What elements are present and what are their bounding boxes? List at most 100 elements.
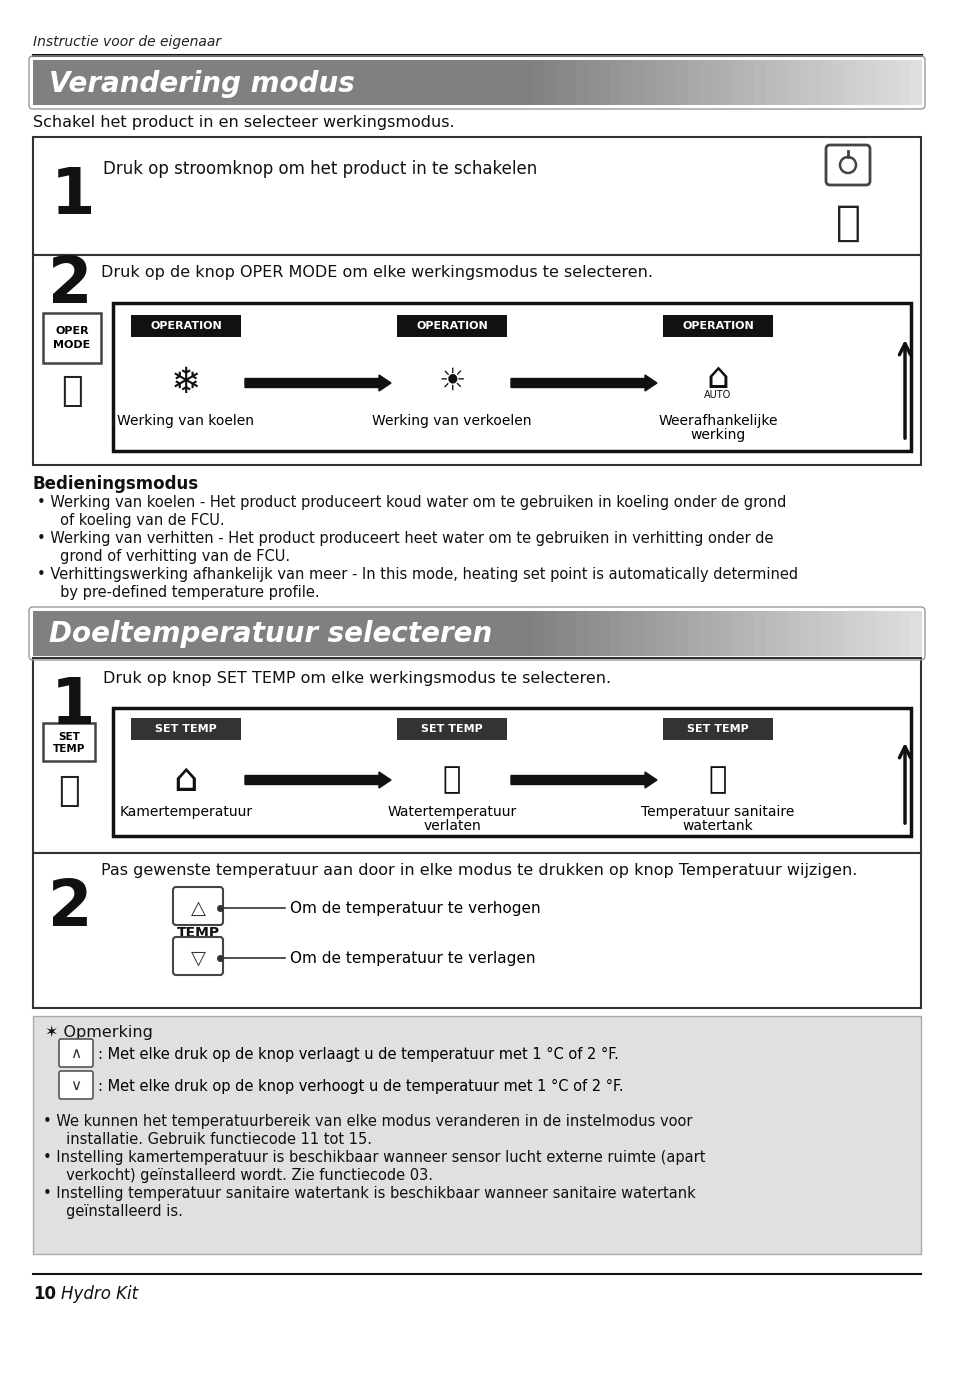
Bar [122, 60, 133, 105]
Text: Hydro Kit: Hydro Kit [61, 1285, 138, 1303]
Bar [554, 60, 566, 105]
Text: ☀: ☀ [437, 367, 465, 395]
Bar [821, 60, 832, 105]
Text: 🌡: 🌡 [442, 766, 460, 795]
Bar [66, 610, 78, 657]
Text: Watertemperatuur: Watertemperatuur [387, 805, 517, 819]
Bar [742, 610, 755, 657]
Text: AUTO: AUTO [703, 391, 731, 400]
Bar [732, 60, 743, 105]
Bar [132, 610, 145, 657]
Bar [33, 137, 920, 255]
Bar [776, 610, 788, 657]
Bar [166, 60, 178, 105]
Bar [510, 610, 522, 657]
Bar [33, 1016, 920, 1254]
Bar [787, 60, 799, 105]
Text: TEMP: TEMP [52, 743, 85, 755]
Text: ⌂: ⌂ [706, 361, 729, 395]
Bar [132, 60, 145, 105]
Bar [233, 60, 245, 105]
Bar [443, 610, 456, 657]
Bar [521, 60, 533, 105]
Bar [244, 610, 255, 657]
Bar [299, 610, 312, 657]
Bar [587, 60, 599, 105]
Text: Om de temperatuur te verlagen: Om de temperatuur te verlagen [290, 951, 535, 966]
Bar [532, 60, 544, 105]
Bar [709, 60, 721, 105]
Bar [221, 610, 233, 657]
Text: 💧: 💧 [708, 766, 726, 795]
Bar [254, 610, 267, 657]
Text: Schakel het product in en selecteer werkingsmodus.: Schakel het product in en selecteer werk… [33, 116, 455, 130]
Text: • Instelling temperatuur sanitaire watertank is beschikbaar wanneer sanitaire wa: • Instelling temperatuur sanitaire water… [43, 1186, 695, 1201]
Bar [465, 60, 477, 105]
Bar [99, 610, 112, 657]
Bar [376, 610, 389, 657]
Bar [665, 610, 677, 657]
Bar [177, 610, 190, 657]
Bar [732, 610, 743, 657]
Bar [577, 610, 588, 657]
Bar [887, 60, 899, 105]
Bar [33, 658, 920, 853]
Bar [112, 302, 910, 451]
Bar [798, 610, 810, 657]
Bar [343, 610, 355, 657]
Bar [510, 60, 522, 105]
Bar [754, 60, 766, 105]
FancyArrow shape [511, 375, 657, 391]
Text: installatie. Gebruik functiecode 11 tot 15.: installatie. Gebruik functiecode 11 tot … [43, 1133, 372, 1147]
Bar [55, 60, 68, 105]
Bar [421, 60, 434, 105]
Bar [465, 610, 477, 657]
Text: ✋: ✋ [835, 202, 860, 244]
Bar [676, 60, 688, 105]
Bar [410, 610, 422, 657]
Text: ∧: ∧ [71, 1047, 81, 1061]
Bar [111, 610, 123, 657]
Bar [55, 610, 68, 657]
Text: 10: 10 [33, 1285, 56, 1303]
Bar [831, 60, 843, 105]
FancyArrow shape [245, 771, 391, 788]
Bar [488, 610, 499, 657]
FancyBboxPatch shape [172, 888, 223, 925]
Bar [33, 60, 45, 105]
FancyBboxPatch shape [59, 1071, 92, 1099]
Text: △: △ [191, 899, 205, 917]
Text: : Met elke druk op de knop verlaagt u de temperatuur met 1 °C of 2 °F.: : Met elke druk op de knop verlaagt u de… [98, 1046, 618, 1061]
Bar [455, 60, 466, 105]
Bar [754, 610, 766, 657]
Bar [355, 60, 367, 105]
Bar [543, 60, 555, 105]
Bar [842, 60, 855, 105]
Bar [842, 610, 855, 657]
Bar [366, 60, 377, 105]
Text: Verandering modus: Verandering modus [49, 70, 355, 98]
Text: MODE: MODE [53, 340, 91, 350]
Bar [221, 60, 233, 105]
Text: Doeltemperatuur selecteren: Doeltemperatuur selecteren [49, 620, 492, 648]
Bar [798, 60, 810, 105]
Bar [821, 610, 832, 657]
Bar [665, 60, 677, 105]
Bar [887, 610, 899, 657]
Text: Kamertemperatuur: Kamertemperatuur [119, 805, 253, 819]
Bar [233, 610, 245, 657]
Bar [709, 610, 721, 657]
Bar [410, 60, 422, 105]
Bar [432, 60, 444, 105]
Bar [333, 610, 344, 657]
Text: werking: werking [690, 428, 745, 442]
Bar [333, 60, 344, 105]
Text: of koeling van de FCU.: of koeling van de FCU. [37, 512, 224, 528]
Bar [310, 610, 322, 657]
Bar [43, 722, 95, 762]
Text: ⌂: ⌂ [173, 762, 198, 799]
Bar [131, 315, 241, 337]
Text: SET: SET [58, 732, 80, 742]
Bar [144, 610, 156, 657]
Text: ∨: ∨ [71, 1078, 81, 1093]
